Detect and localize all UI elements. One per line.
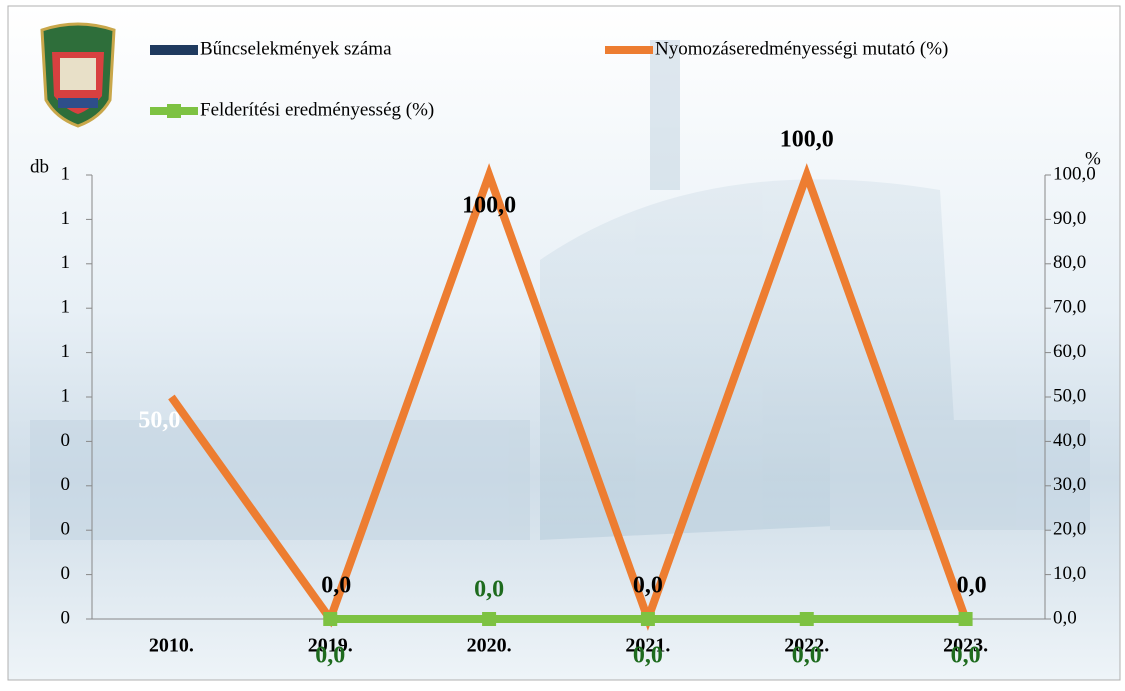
data-label: 0,0 (315, 643, 345, 669)
y2-tick-label: 80,0 (1053, 252, 1086, 273)
y-axis-label: db (30, 156, 49, 177)
marker (482, 612, 497, 626)
legend-label: Bűncselekmények száma (200, 38, 392, 59)
y2-tick-label: 90,0 (1053, 208, 1086, 229)
y2-tick-label: 20,0 (1053, 519, 1086, 540)
legend-marker (167, 104, 181, 118)
y-tick-label: 1 (61, 341, 71, 362)
legend-label: Nyomozáseredményességi mutató (%) (655, 38, 948, 59)
y2-tick-label: 60,0 (1053, 341, 1086, 362)
x-tick-label: 2010. (149, 635, 194, 657)
y-tick-label: 1 (61, 163, 71, 184)
background-building (30, 40, 1090, 541)
marker (323, 612, 338, 626)
police-logo (40, 22, 116, 128)
x-tick-label: 2019. (308, 635, 353, 657)
legend-label: Felderítési eredményesség (%) (200, 99, 434, 120)
y-tick-label: 1 (61, 208, 71, 229)
data-label: 100,0 (780, 127, 834, 153)
y2-axis-label: % (1085, 148, 1101, 169)
data-label: 0,0 (951, 643, 981, 669)
y-tick-label: 1 (61, 385, 71, 406)
marker (958, 612, 973, 626)
data-label: 0,0 (474, 577, 504, 603)
line (168, 163, 970, 631)
data-label: 0,0 (321, 573, 351, 599)
data-label: 0,0 (633, 643, 663, 669)
y-tick-label: 1 (61, 297, 71, 318)
marker (640, 612, 655, 626)
y2-tick-label: 0,0 (1053, 607, 1077, 628)
y2-tick-label: 10,0 (1053, 563, 1086, 584)
y-tick-label: 0 (61, 607, 71, 628)
y2-tick-label: 40,0 (1053, 430, 1086, 451)
y2-tick-label: 50,0 (1053, 385, 1086, 406)
y2-tick-label: 30,0 (1053, 474, 1086, 495)
data-label: 0,0 (792, 643, 822, 669)
y-tick-label: 0 (61, 430, 71, 451)
x-tick-label: 2020. (467, 635, 512, 657)
y-tick-label: 0 (61, 474, 71, 495)
y-tick-label: 1 (61, 252, 71, 273)
x-tick-label: 2023. (943, 635, 988, 657)
marker (799, 612, 814, 626)
data-label: 0,0 (633, 573, 663, 599)
y2-tick-label: 100,0 (1053, 163, 1096, 184)
x-tick-label: 2021. (625, 635, 670, 657)
y-tick-label: 0 (61, 519, 71, 540)
data-label: 100,0 (462, 193, 516, 219)
legend-swatch (150, 45, 198, 55)
x-tick-label: 2022. (784, 635, 829, 657)
data-label: 0,0 (957, 573, 987, 599)
data-label: 50,0 (138, 408, 180, 434)
y-tick-label: 0 (61, 563, 71, 584)
y2-tick-label: 70,0 (1053, 297, 1086, 318)
